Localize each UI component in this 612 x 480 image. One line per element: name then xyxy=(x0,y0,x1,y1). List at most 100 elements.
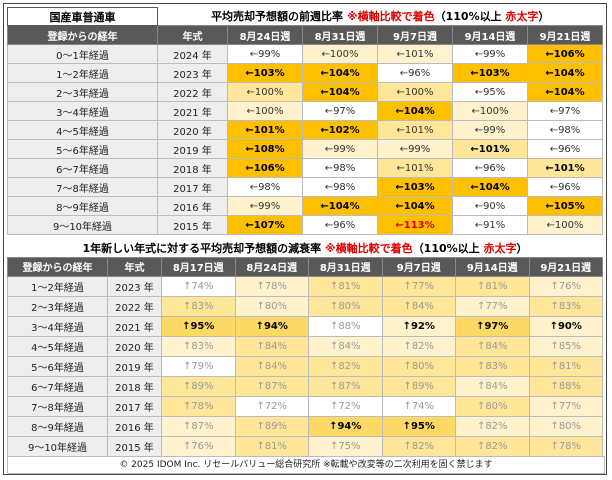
data-row: 2〜3年経過 2022 年 ←100% ←104% ←100% ←95% ←104% xyxy=(7,82,603,102)
value-cell: ↑82% xyxy=(455,415,530,437)
footer: © 2025 IDOM Inc. リセールバリュー総合研究所 ※転載や改変等の二… xyxy=(7,456,605,474)
value-cell: ←104% xyxy=(302,82,378,102)
data-row: 1〜2年経過 2023 年 ←103% ←104% ←96% ←103% ←104% xyxy=(7,63,603,83)
title-row: 国産車普通車 平均売却予想額の前週比率 ※横軸比較で着色（110%以上 赤太字） xyxy=(7,7,603,26)
year-cell: 2023 年 xyxy=(157,63,228,83)
year-cell: 2023 年 xyxy=(107,275,162,297)
value-cell: ↑81% xyxy=(528,355,603,377)
data-row: 0〜1年経過 2024 年 ←99% ←100% ←101% ←99% ←106% xyxy=(7,44,603,64)
value-cell: ↑76% xyxy=(528,275,603,297)
value-cell: ↑82% xyxy=(308,355,383,377)
value-cell: ←104% xyxy=(302,63,378,83)
value-cell: ←106% xyxy=(227,158,303,178)
age-cell: 9〜10年経過 xyxy=(7,215,158,235)
value-cell: ↑89% xyxy=(381,375,456,397)
value-cell: ←103% xyxy=(227,63,303,83)
value-cell: ←96% xyxy=(377,63,453,83)
value-cell: ←90% xyxy=(452,196,528,216)
value-cell: ↑83% xyxy=(528,295,603,317)
value-cell: ↑88% xyxy=(308,315,383,337)
year-cell: 2019 年 xyxy=(107,355,162,377)
value-cell: ←104% xyxy=(377,196,453,216)
year-cell: 2020 年 xyxy=(107,335,162,357)
header-cell: 8月17日週 xyxy=(161,256,236,277)
age-cell: 8〜9年経過 xyxy=(7,415,108,437)
age-cell: 6〜7年経過 xyxy=(7,158,158,178)
header-cell: 9月7日週 xyxy=(381,256,456,277)
value-cell: ←104% xyxy=(527,63,603,83)
value-cell: ↑84% xyxy=(234,355,309,377)
header-cell: 年式 xyxy=(107,256,162,277)
value-cell: ←95% xyxy=(452,82,528,102)
year-cell: 2021 年 xyxy=(107,315,162,337)
value-cell: ←96% xyxy=(527,139,603,159)
header-cell: 年式 xyxy=(157,25,228,45)
decay-rate-table: 1年新しい年式に対する平均売却予想額の減衰率 ※横軸比較で着色（110%以上 赤… xyxy=(7,239,603,457)
value-cell: ←101% xyxy=(377,120,453,140)
weekly-ratio-table: 国産車普通車 平均売却予想額の前週比率 ※横軸比較で着色（110%以上 赤太字）登… xyxy=(7,7,603,235)
year-cell: 2019 年 xyxy=(157,139,228,159)
value-cell: ←101% xyxy=(527,158,603,178)
value-cell: ←99% xyxy=(227,196,303,216)
value-cell: ↑89% xyxy=(161,375,236,397)
value-cell: ↑77% xyxy=(381,275,456,297)
value-cell: ←104% xyxy=(302,196,378,216)
value-cell: ↑95% xyxy=(161,315,236,337)
year-cell: 2016 年 xyxy=(157,196,228,216)
value-cell: ↑82% xyxy=(381,335,456,357)
value-cell: ↑80% xyxy=(308,295,383,317)
header-row: 登録からの経年 年式 8月24日週 8月31日週 9月7日週 9月14日週 9月21日週 xyxy=(7,25,603,45)
value-cell: ←105% xyxy=(527,196,603,216)
value-cell: ↑84% xyxy=(455,335,530,357)
value-cell: ↑87% xyxy=(161,415,236,437)
value-cell: ↑81% xyxy=(455,275,530,297)
value-cell: ↑94% xyxy=(308,415,383,437)
header-cell: 9月7日週 xyxy=(377,25,453,45)
value-cell: ↑89% xyxy=(234,415,309,437)
value-cell: ↑83% xyxy=(161,335,236,357)
value-cell: ↑80% xyxy=(234,295,309,317)
header-cell: 9月21日週 xyxy=(528,256,603,277)
value-cell: ↑78% xyxy=(234,275,309,297)
table-label: 国産車普通車 xyxy=(7,7,158,26)
header-cell: 8月24日週 xyxy=(227,25,303,45)
age-cell: 5〜6年経過 xyxy=(7,355,108,377)
year-cell: 2018 年 xyxy=(107,375,162,397)
age-cell: 7〜8年経過 xyxy=(7,395,108,417)
value-cell: ←104% xyxy=(452,177,528,197)
year-cell: 2016 年 xyxy=(107,415,162,437)
data-row: 9〜10年経過 2015 年 ←107% ←96% ←113% ←91% ←100% xyxy=(7,215,603,235)
value-cell: ↑82% xyxy=(381,435,456,457)
header-row: 登録からの経年 年式 8月17日週 8月24日週 8月31日週 9月7日週 9月14日週 9月… xyxy=(7,256,603,277)
value-cell: ←101% xyxy=(452,139,528,159)
data-row: 8〜9年経過 2016 年 ↑87% ↑89% ↑94% ↑95% ↑82% ↑80% xyxy=(7,415,603,437)
header-cell: 8月31日週 xyxy=(302,25,378,45)
data-row: 3〜4年経過 2021 年 ←100% ←97% ←104% ←100% ←97% xyxy=(7,101,603,121)
value-cell: ↑77% xyxy=(528,395,603,417)
age-cell: 8〜9年経過 xyxy=(7,196,158,216)
value-cell: ←96% xyxy=(452,158,528,178)
value-cell: ↑84% xyxy=(455,375,530,397)
title-part: （110%以上 xyxy=(434,10,506,24)
title-part: 赤太字 xyxy=(483,241,517,255)
data-row: 5〜6年経過 2019 年 ↑79% ↑84% ↑82% ↑80% ↑83% ↑81% xyxy=(7,355,603,377)
year-cell: 2021 年 xyxy=(157,101,228,121)
value-cell: ←98% xyxy=(527,120,603,140)
value-cell: ←96% xyxy=(527,177,603,197)
title-part: 平均売却予想額の前週比率 xyxy=(211,10,347,24)
value-cell: ↑90% xyxy=(528,315,603,337)
value-cell: ↑79% xyxy=(161,355,236,377)
value-cell: ←98% xyxy=(302,177,378,197)
year-cell: 2018 年 xyxy=(157,158,228,178)
year-cell: 2015 年 xyxy=(157,215,228,235)
value-cell: ↑87% xyxy=(308,375,383,397)
data-row: 9〜10年経過 2015 年 ↑76% ↑81% ↑75% ↑82% ↑82% ↑78% xyxy=(7,435,603,457)
year-cell: 2020 年 xyxy=(157,120,228,140)
value-cell: ↑72% xyxy=(308,395,383,417)
value-cell: ↑88% xyxy=(528,375,603,397)
age-cell: 4〜5年経過 xyxy=(7,335,108,357)
value-cell: ↑75% xyxy=(308,435,383,457)
header-cell: 9月14日週 xyxy=(452,25,528,45)
title-part: 赤太字 xyxy=(505,10,539,24)
value-cell: ↑72% xyxy=(234,395,309,417)
